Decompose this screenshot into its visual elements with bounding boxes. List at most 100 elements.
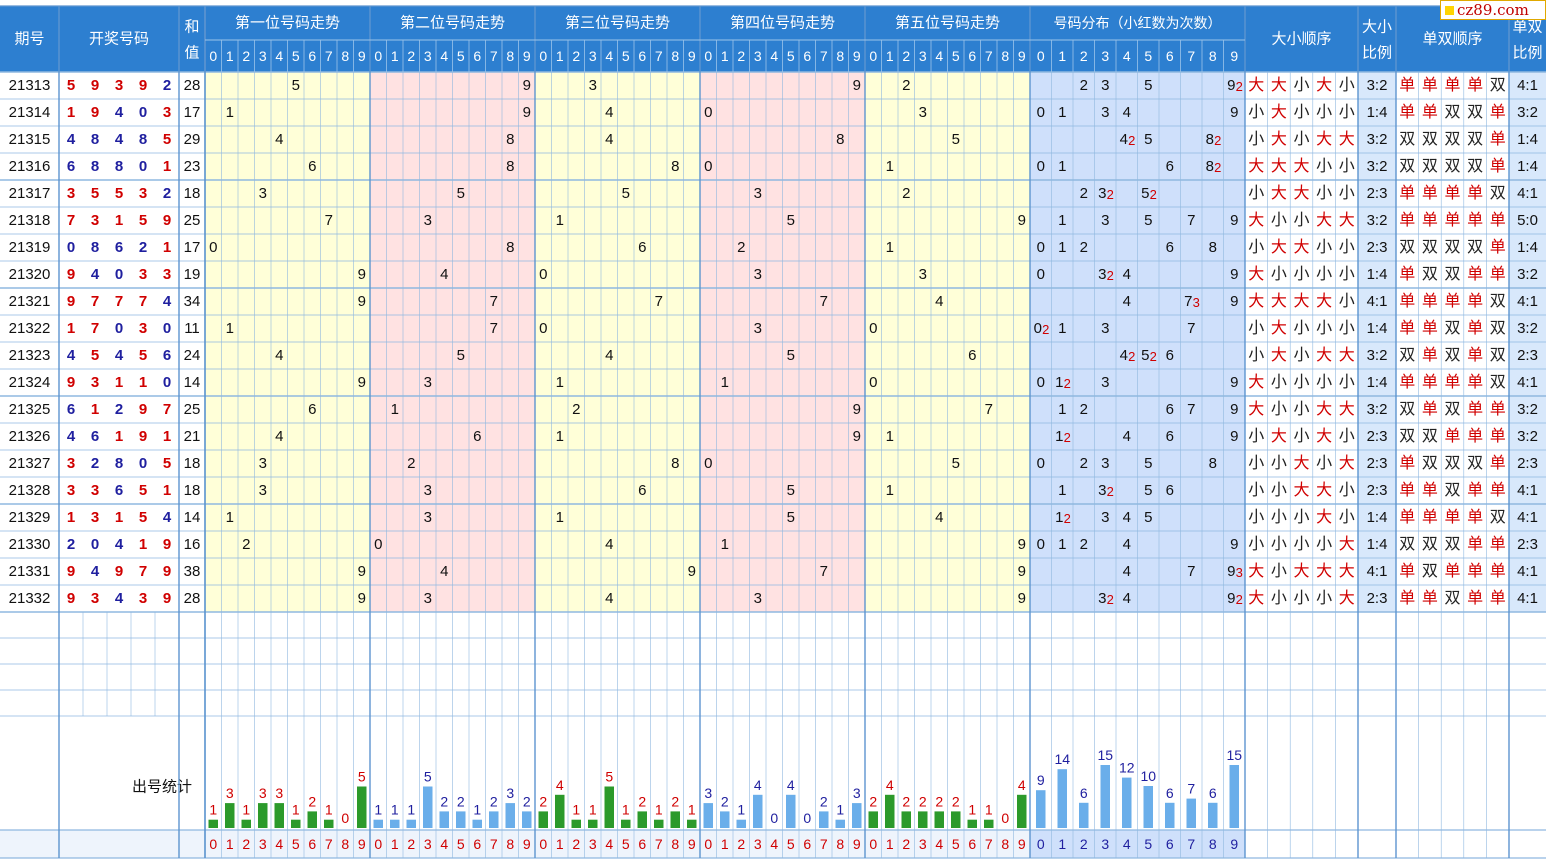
count-label: 1 bbox=[473, 802, 481, 818]
footer-digit: 2 bbox=[737, 836, 745, 852]
header-distribution-digit: 4 bbox=[1123, 48, 1131, 64]
footer-digit: 9 bbox=[358, 836, 366, 852]
count-label: 2 bbox=[935, 793, 943, 809]
draw-digit: 9 bbox=[139, 428, 147, 445]
parity-mark: 双 bbox=[1399, 536, 1415, 553]
count-bar bbox=[967, 819, 977, 828]
position-trend-mark: 4 bbox=[275, 131, 283, 148]
footer-digit: 1 bbox=[226, 836, 234, 852]
distribution-mark: 9 bbox=[1230, 536, 1238, 553]
parity-mark: 双 bbox=[1490, 293, 1506, 310]
distribution-mark: 5 bbox=[1144, 77, 1152, 94]
parity-mark: 单 bbox=[1467, 346, 1483, 364]
footer-distribution-digit: 1 bbox=[1058, 836, 1066, 852]
position-trend-mark: 1 bbox=[226, 509, 234, 526]
count-bar bbox=[241, 819, 251, 828]
count-bar bbox=[555, 794, 565, 828]
distribution-repeat-count: 2 bbox=[1236, 592, 1243, 607]
position-trend-mark: 4 bbox=[605, 104, 613, 121]
size-mark: 小 bbox=[1293, 211, 1309, 229]
draw-digit: 3 bbox=[91, 374, 99, 391]
position-trend-mark: 8 bbox=[506, 158, 514, 175]
position-trend-mark: 6 bbox=[968, 347, 976, 364]
issue-number: 21321 bbox=[9, 293, 51, 310]
count-bar bbox=[621, 819, 631, 828]
draw-digit: 3 bbox=[91, 509, 99, 526]
size-mark: 小 bbox=[1271, 481, 1287, 499]
parity-mark: 单 bbox=[1399, 373, 1415, 391]
header-distribution-digit: 6 bbox=[1166, 48, 1174, 64]
footer-digit: 4 bbox=[275, 836, 283, 852]
size-mark: 小 bbox=[1339, 481, 1355, 499]
footer-digit: 8 bbox=[341, 836, 349, 852]
header-digit: 6 bbox=[968, 48, 976, 64]
size-ratio-value: 3:2 bbox=[1367, 77, 1388, 94]
size-mark: 大 bbox=[1271, 130, 1287, 148]
size-mark: 小 bbox=[1316, 589, 1332, 607]
size-mark: 小 bbox=[1271, 454, 1287, 472]
parity-mark: 单 bbox=[1399, 265, 1415, 283]
draw-digit: 1 bbox=[115, 212, 123, 229]
distribution-repeat-count: 2 bbox=[1107, 268, 1114, 283]
position-trend-mark: 8 bbox=[671, 158, 679, 175]
draw-digit: 1 bbox=[67, 320, 75, 337]
distribution-mark: 8 bbox=[1206, 131, 1214, 148]
count-bar bbox=[934, 811, 944, 828]
position-trend-mark: 9 bbox=[1018, 590, 1026, 607]
distribution-mark: 9 bbox=[1230, 293, 1238, 310]
position-trend-mark: 5 bbox=[952, 131, 960, 148]
parity-mark: 双 bbox=[1444, 158, 1460, 175]
draw-digit: 4 bbox=[115, 131, 124, 148]
size-ratio-value: 1:4 bbox=[1367, 536, 1388, 553]
count-bar bbox=[258, 803, 268, 828]
count-bar bbox=[687, 819, 697, 828]
draw-digit: 4 bbox=[67, 131, 76, 148]
parity-ratio-value: 4:1 bbox=[1517, 509, 1538, 526]
size-mark: 大 bbox=[1248, 589, 1264, 607]
header-digit: 4 bbox=[770, 48, 778, 64]
count-bar bbox=[637, 811, 647, 828]
site-watermark: cz89.com bbox=[1440, 0, 1546, 20]
distribution-mark: 6 bbox=[1166, 401, 1174, 418]
parity-mark: 单 bbox=[1444, 508, 1460, 526]
position-trend-mark: 1 bbox=[886, 428, 894, 445]
size-mark: 大 bbox=[1293, 157, 1309, 175]
draw-digit: 5 bbox=[91, 185, 99, 202]
size-mark: 小 bbox=[1248, 130, 1264, 148]
parity-mark: 双 bbox=[1444, 536, 1460, 553]
size-ratio-value: 2:3 bbox=[1367, 428, 1388, 445]
distribution-repeat-count: 2 bbox=[1150, 187, 1157, 202]
count-label: 3 bbox=[226, 785, 234, 801]
distribution-repeat-count: 2 bbox=[1064, 376, 1071, 391]
sum-value: 28 bbox=[184, 590, 201, 607]
issue-number: 21325 bbox=[9, 401, 51, 418]
draw-digit: 9 bbox=[139, 401, 147, 418]
size-mark: 大 bbox=[1339, 130, 1355, 148]
distribution-count-bar bbox=[1165, 802, 1175, 828]
distribution-mark: 6 bbox=[1166, 347, 1174, 364]
footer-distribution-digit: 4 bbox=[1123, 836, 1131, 852]
header-distribution-digit: 1 bbox=[1058, 48, 1066, 64]
parity-mark: 单 bbox=[1444, 292, 1460, 310]
distribution-mark: 2 bbox=[1080, 401, 1088, 418]
count-bar bbox=[439, 811, 449, 828]
position-trend-mark: 1 bbox=[556, 374, 564, 391]
parity-mark: 单 bbox=[1422, 400, 1438, 418]
distribution-repeat-count: 2 bbox=[1107, 484, 1114, 499]
header-distribution-digit: 3 bbox=[1101, 48, 1109, 64]
position-trend-mark: 8 bbox=[506, 131, 514, 148]
position-trend-mark: 0 bbox=[539, 266, 547, 283]
distribution-count-bar bbox=[1057, 769, 1067, 828]
count-bar bbox=[819, 811, 829, 828]
size-mark: 小 bbox=[1293, 103, 1309, 121]
distribution-mark: 9 bbox=[1227, 77, 1235, 94]
size-mark: 小 bbox=[1339, 76, 1355, 94]
parity-mark: 单 bbox=[1399, 481, 1415, 499]
position-trend-mark: 6 bbox=[473, 428, 481, 445]
footer-distribution-digit: 9 bbox=[1230, 836, 1238, 852]
size-mark: 小 bbox=[1248, 535, 1264, 553]
parity-ratio-value: 4:1 bbox=[1517, 482, 1538, 499]
parity-ratio-value: 3:2 bbox=[1517, 104, 1538, 121]
draw-digit: 2 bbox=[67, 536, 75, 553]
draw-digit: 9 bbox=[163, 536, 171, 553]
